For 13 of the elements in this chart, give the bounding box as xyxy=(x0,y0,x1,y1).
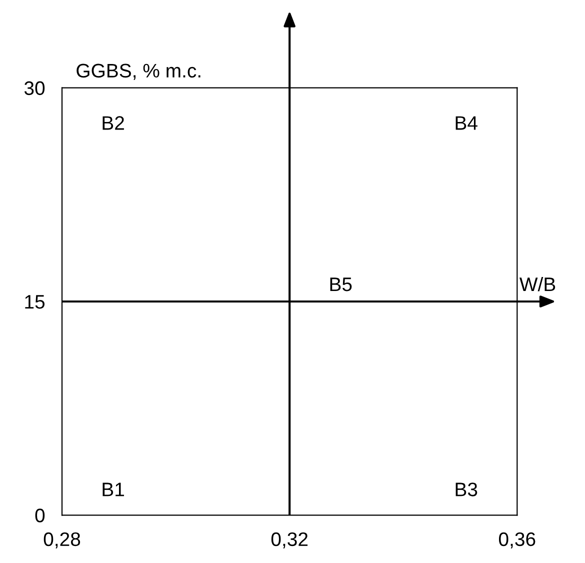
y-tick-label: 30 xyxy=(24,81,45,96)
y-axis-title: GGBS, % m.c. xyxy=(76,64,200,80)
x-axis-title: W/B xyxy=(520,276,556,292)
y-tick-label: 0 xyxy=(35,508,45,522)
x-tick-label: 0,32 xyxy=(271,532,308,548)
x-tick-label: 0,36 xyxy=(498,532,536,548)
y-tick-label: 15 xyxy=(25,295,45,309)
x-tick-label: 0,28 xyxy=(44,532,80,548)
annotation: B1 xyxy=(102,482,124,496)
annotation: B2 xyxy=(102,116,124,130)
annotation: B5 xyxy=(330,278,352,292)
annotation: B3 xyxy=(456,482,478,496)
annotation: B4 xyxy=(456,116,478,130)
